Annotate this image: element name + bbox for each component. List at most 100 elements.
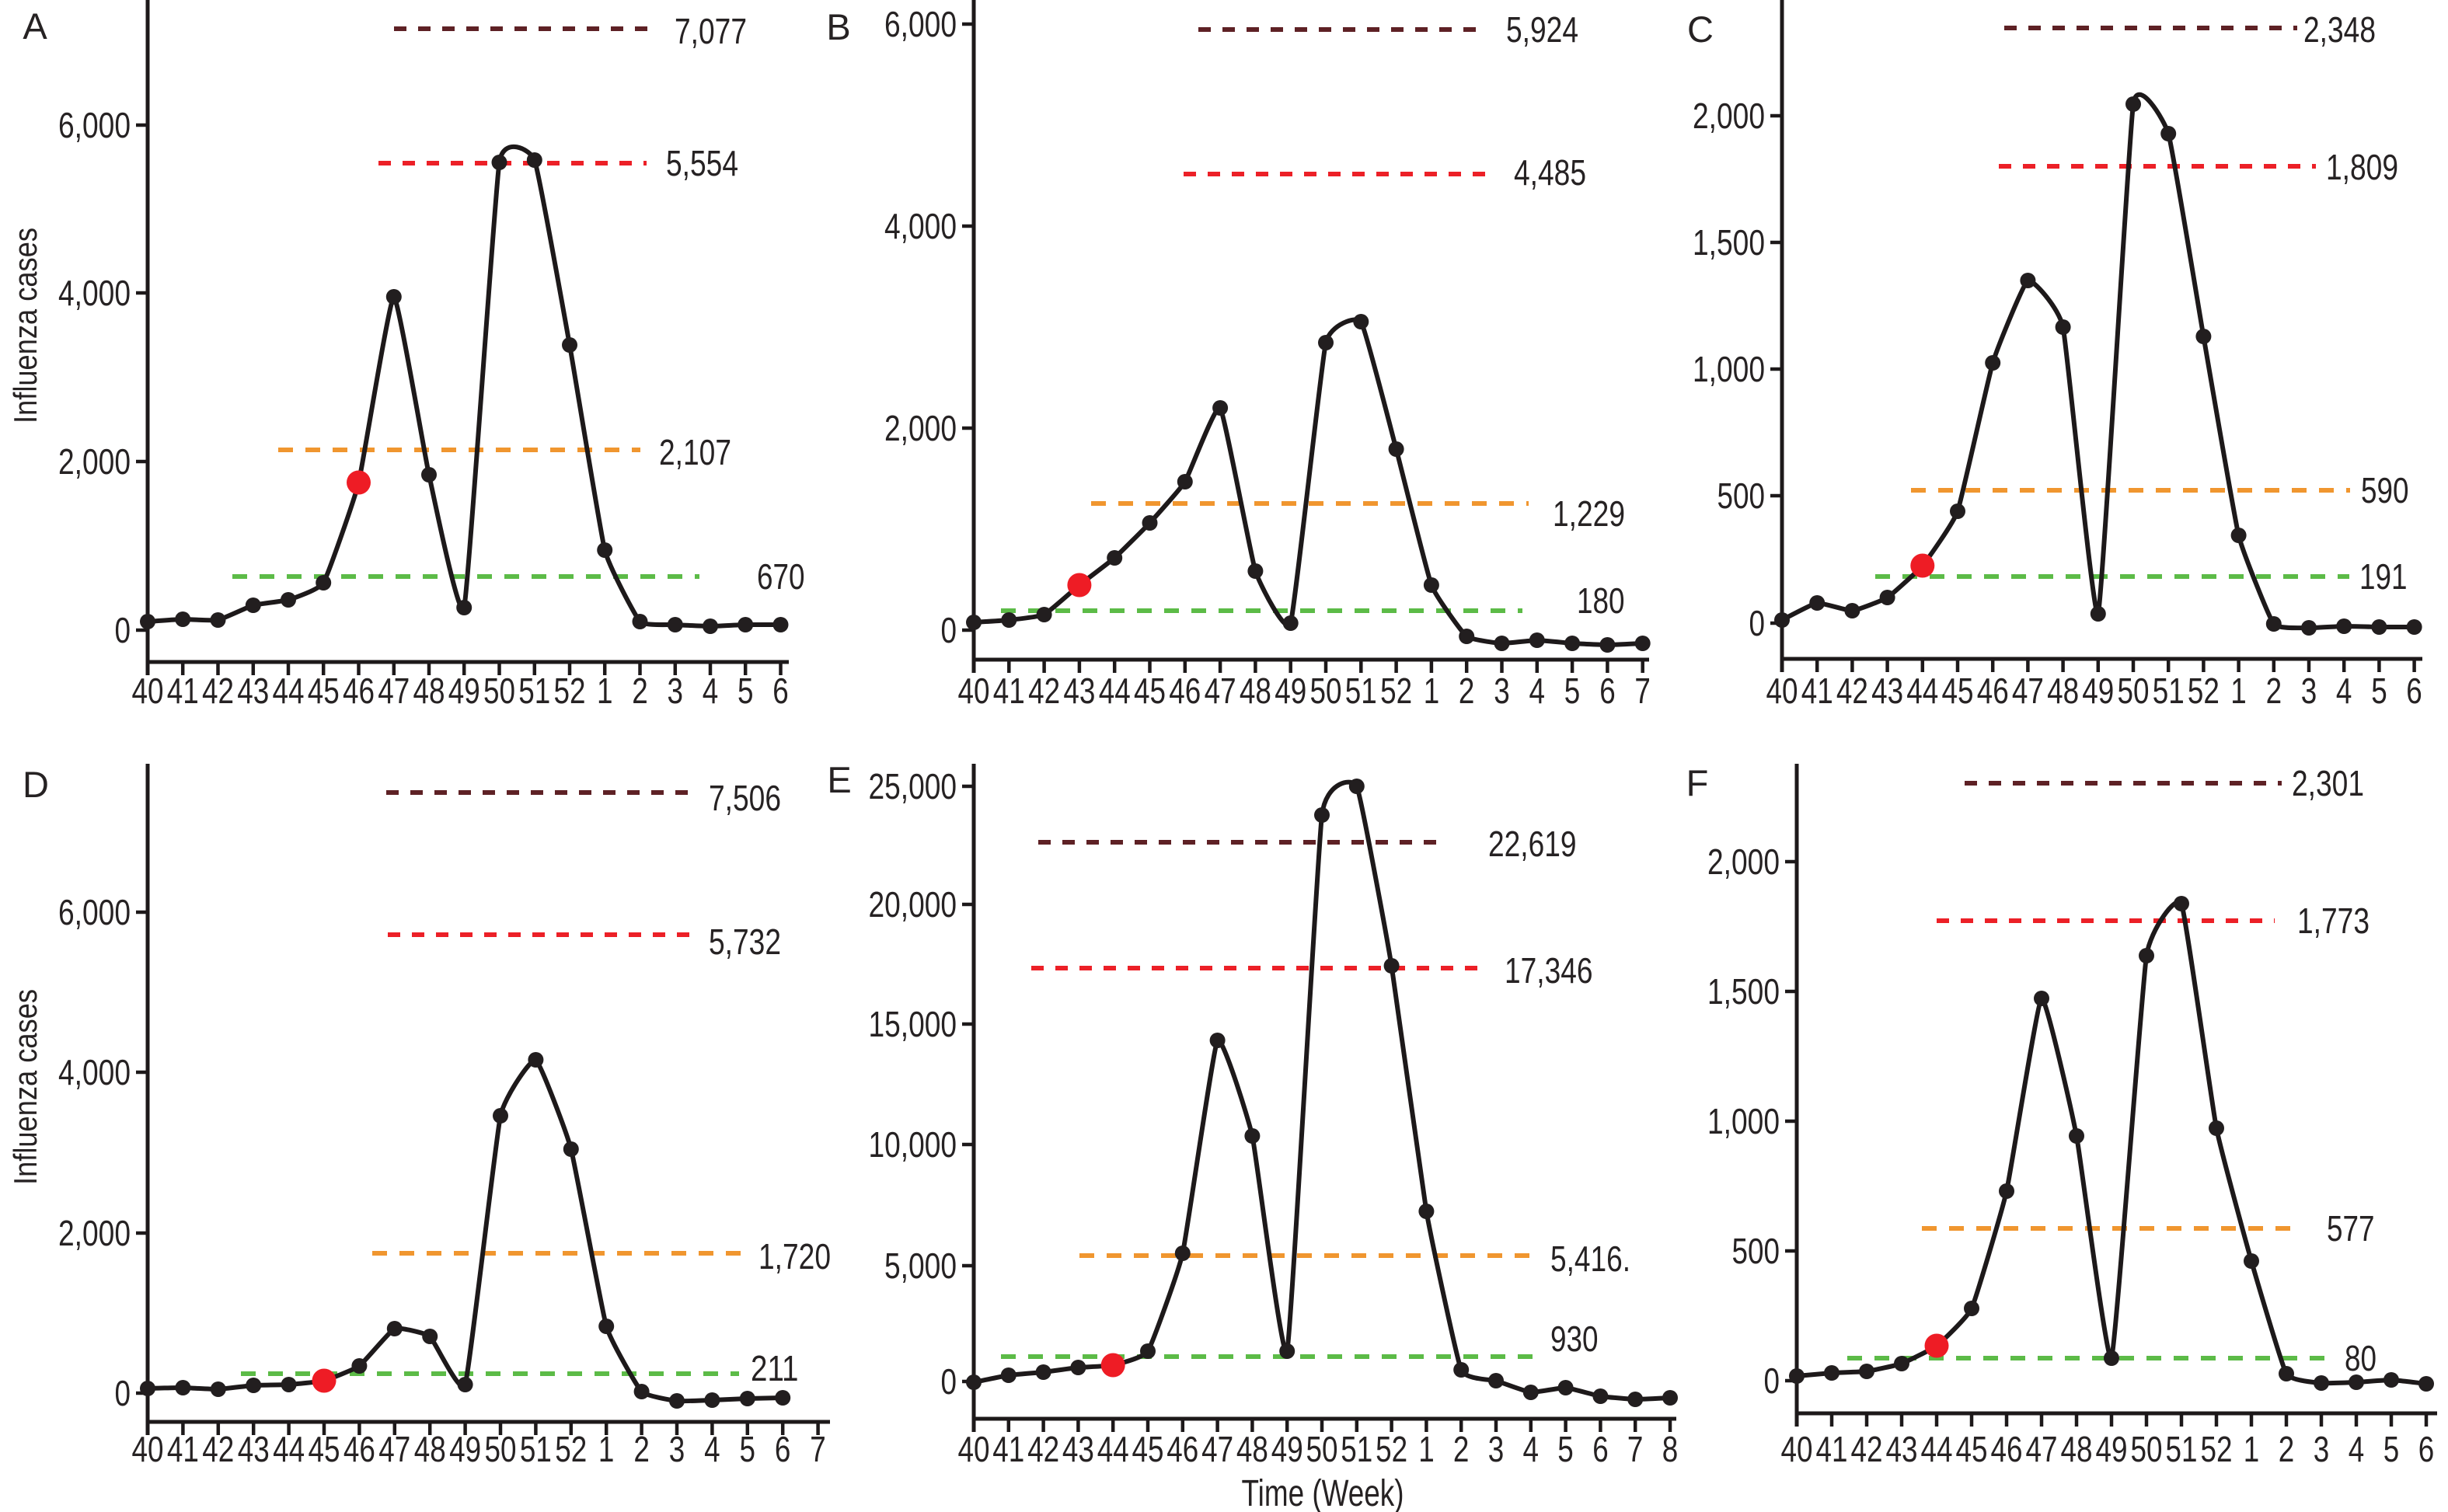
svg-text:25,000: 25,000 bbox=[869, 766, 957, 807]
svg-text:41: 41 bbox=[993, 671, 1025, 711]
svg-text:1: 1 bbox=[1424, 671, 1440, 711]
svg-text:52: 52 bbox=[1376, 1429, 1407, 1469]
svg-text:7: 7 bbox=[1627, 1429, 1644, 1469]
svg-text:1: 1 bbox=[597, 671, 613, 711]
svg-text:44: 44 bbox=[1921, 1429, 1953, 1469]
svg-text:43: 43 bbox=[1871, 671, 1903, 711]
svg-text:1: 1 bbox=[1418, 1429, 1435, 1469]
svg-text:50: 50 bbox=[485, 1429, 517, 1469]
svg-text:44: 44 bbox=[273, 1429, 305, 1469]
svg-text:4,000: 4,000 bbox=[58, 273, 131, 313]
svg-text:43: 43 bbox=[1063, 671, 1095, 711]
svg-text:46: 46 bbox=[1991, 1429, 2023, 1469]
svg-text:C: C bbox=[1687, 9, 1714, 50]
svg-text:7: 7 bbox=[1634, 671, 1651, 711]
svg-text:1: 1 bbox=[2244, 1429, 2260, 1469]
svg-text:7,077: 7,077 bbox=[675, 11, 747, 51]
svg-text:42: 42 bbox=[202, 1429, 234, 1469]
svg-text:42: 42 bbox=[202, 671, 234, 711]
svg-text:5,732: 5,732 bbox=[709, 921, 781, 962]
svg-text:47: 47 bbox=[2012, 671, 2044, 711]
svg-text:51: 51 bbox=[520, 1429, 552, 1469]
svg-text:46: 46 bbox=[1977, 671, 2009, 711]
svg-text:51: 51 bbox=[2166, 1429, 2198, 1469]
svg-text:1,500: 1,500 bbox=[1707, 971, 1780, 1012]
svg-text:0: 0 bbox=[115, 610, 131, 650]
svg-text:3: 3 bbox=[2314, 1429, 2330, 1469]
svg-text:42: 42 bbox=[1028, 671, 1060, 711]
svg-text:45: 45 bbox=[1942, 671, 1974, 711]
svg-text:5,000: 5,000 bbox=[884, 1245, 957, 1286]
svg-text:52: 52 bbox=[2201, 1429, 2233, 1469]
svg-text:41: 41 bbox=[1801, 671, 1833, 711]
svg-text:80: 80 bbox=[2345, 1338, 2377, 1378]
svg-text:Influenza cases: Influenza cases bbox=[7, 228, 44, 423]
svg-text:590: 590 bbox=[2361, 470, 2409, 510]
svg-text:15,000: 15,000 bbox=[869, 1004, 957, 1044]
svg-text:42: 42 bbox=[1851, 1429, 1883, 1469]
svg-text:6: 6 bbox=[2418, 1429, 2435, 1469]
svg-text:1,773: 1,773 bbox=[2297, 901, 2370, 941]
svg-text:47: 47 bbox=[1201, 1429, 1233, 1469]
svg-text:50: 50 bbox=[483, 671, 515, 711]
svg-text:5: 5 bbox=[740, 1429, 756, 1469]
svg-text:6: 6 bbox=[1592, 1429, 1609, 1469]
svg-text:1,500: 1,500 bbox=[1693, 222, 1765, 263]
svg-text:42: 42 bbox=[1836, 671, 1868, 711]
svg-text:3: 3 bbox=[1494, 671, 1510, 711]
svg-text:49: 49 bbox=[449, 1429, 481, 1469]
svg-text:500: 500 bbox=[1717, 476, 1766, 516]
svg-text:50: 50 bbox=[2118, 671, 2150, 711]
svg-text:Time (Week): Time (Week) bbox=[1242, 1473, 1404, 1512]
svg-text:46: 46 bbox=[1166, 1429, 1198, 1469]
svg-text:48: 48 bbox=[2047, 671, 2079, 711]
svg-text:1,229: 1,229 bbox=[1553, 493, 1625, 534]
svg-text:40: 40 bbox=[958, 1429, 990, 1469]
svg-text:2,000: 2,000 bbox=[1707, 841, 1780, 882]
svg-text:6: 6 bbox=[772, 671, 789, 711]
svg-text:1,000: 1,000 bbox=[1707, 1101, 1780, 1141]
svg-text:22,619: 22,619 bbox=[1488, 824, 1577, 864]
svg-text:52: 52 bbox=[1380, 671, 1412, 711]
svg-text:0: 0 bbox=[1764, 1360, 1780, 1401]
svg-text:F: F bbox=[1686, 762, 1709, 803]
svg-text:5: 5 bbox=[1557, 1429, 1574, 1469]
svg-text:40: 40 bbox=[1781, 1429, 1813, 1469]
svg-text:4: 4 bbox=[1529, 671, 1546, 711]
svg-text:52: 52 bbox=[2188, 671, 2220, 711]
svg-text:17,346: 17,346 bbox=[1505, 950, 1593, 991]
svg-text:1,720: 1,720 bbox=[758, 1236, 831, 1277]
svg-text:2,301: 2,301 bbox=[2292, 763, 2364, 803]
svg-text:4: 4 bbox=[2336, 671, 2352, 711]
svg-text:41: 41 bbox=[992, 1429, 1024, 1469]
svg-text:B: B bbox=[826, 6, 850, 47]
svg-text:47: 47 bbox=[1205, 671, 1236, 711]
svg-text:1: 1 bbox=[598, 1429, 615, 1469]
svg-text:5: 5 bbox=[1564, 671, 1581, 711]
svg-text:49: 49 bbox=[1275, 671, 1306, 711]
svg-text:43: 43 bbox=[237, 671, 269, 711]
svg-text:2,107: 2,107 bbox=[659, 432, 731, 472]
svg-text:211: 211 bbox=[751, 1348, 799, 1388]
svg-text:52: 52 bbox=[554, 671, 586, 711]
svg-text:2: 2 bbox=[633, 1429, 650, 1469]
svg-text:4: 4 bbox=[703, 671, 719, 711]
svg-text:40: 40 bbox=[132, 1429, 164, 1469]
svg-text:0: 0 bbox=[941, 1361, 957, 1402]
svg-text:43: 43 bbox=[1886, 1429, 1918, 1469]
svg-text:4,000: 4,000 bbox=[884, 206, 957, 246]
svg-text:47: 47 bbox=[2026, 1429, 2058, 1469]
svg-text:7,506: 7,506 bbox=[709, 778, 781, 818]
svg-text:44: 44 bbox=[273, 671, 305, 711]
svg-text:6: 6 bbox=[775, 1429, 791, 1469]
svg-text:50: 50 bbox=[1306, 1429, 1338, 1469]
svg-text:4,485: 4,485 bbox=[1514, 152, 1586, 193]
svg-text:45: 45 bbox=[1132, 1429, 1164, 1469]
svg-text:44: 44 bbox=[1906, 671, 1938, 711]
svg-text:2: 2 bbox=[1459, 671, 1475, 711]
svg-text:51: 51 bbox=[2153, 671, 2185, 711]
svg-text:51: 51 bbox=[1345, 671, 1377, 711]
svg-text:43: 43 bbox=[238, 1429, 270, 1469]
svg-text:3: 3 bbox=[1488, 1429, 1505, 1469]
svg-text:4,000: 4,000 bbox=[58, 1052, 131, 1092]
